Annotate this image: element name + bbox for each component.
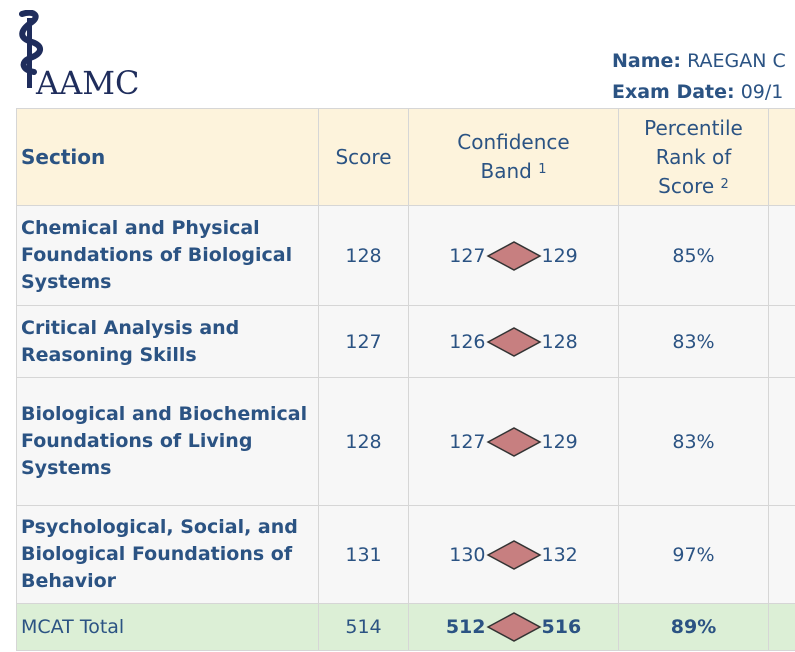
table-row: Chemical and Physical Foundations of Bio… xyxy=(16,205,795,306)
total-confidence-band: 512 516 xyxy=(408,603,619,651)
band-low: 512 xyxy=(445,616,486,638)
score-table: Section Score Confidence Band 1 Percenti… xyxy=(16,108,795,651)
table-row: Psychological, Social, and Biological Fo… xyxy=(16,505,795,604)
name-line: Name: RAEGAN C xyxy=(612,46,786,77)
band-diamond-icon xyxy=(485,326,542,357)
band-low: 126 xyxy=(449,330,486,353)
student-info: Name: RAEGAN C Exam Date: 09/1 xyxy=(612,46,786,108)
percentile-value: 85% xyxy=(618,205,769,306)
table-row: Critical Analysis and Reasoning Skills 1… xyxy=(16,305,795,378)
percentile-value: 83% xyxy=(618,305,769,378)
total-row: MCAT Total 514 512 516 89% xyxy=(16,603,795,651)
band-label-1: Confidence xyxy=(457,130,570,154)
confidence-band: 126 128 xyxy=(408,305,619,378)
band-high: 132 xyxy=(541,543,578,566)
confidence-band: 127 129 xyxy=(408,377,619,506)
header-percentile: Percentile Rank of Score 2 xyxy=(618,108,769,206)
header-extra xyxy=(768,108,795,206)
band-diamond-icon xyxy=(485,612,542,642)
percentile-value: 97% xyxy=(618,505,769,604)
confidence-band: 127 129 xyxy=(408,205,619,306)
band-high: 129 xyxy=(541,244,578,267)
band-low: 127 xyxy=(449,244,486,267)
pct-label-3: Score xyxy=(658,173,715,198)
band-diamond-icon xyxy=(485,426,542,457)
band-high: 516 xyxy=(541,616,582,638)
score-value: 131 xyxy=(318,505,409,604)
name-label: Name: xyxy=(612,50,682,72)
total-label: MCAT Total xyxy=(16,603,319,651)
name-value: RAEGAN C xyxy=(687,50,786,72)
extra-cell xyxy=(768,505,795,604)
header-score: Score xyxy=(318,108,409,206)
exam-date-value: 09/1 xyxy=(740,81,784,103)
band-high: 129 xyxy=(541,430,578,453)
band-diamond-icon xyxy=(485,539,542,570)
band-diamond-icon xyxy=(485,240,542,271)
band-low: 127 xyxy=(449,430,486,453)
table-row: Biological and Biochemical Foundations o… xyxy=(16,377,795,506)
section-name: Psychological, Social, and Biological Fo… xyxy=(16,505,319,604)
header-section: Section xyxy=(16,108,319,206)
band-low: 130 xyxy=(449,543,486,566)
pct-label-1: Percentile xyxy=(644,115,743,140)
band-footnote: 1 xyxy=(538,162,547,177)
header-confidence-band: Confidence Band 1 xyxy=(408,108,619,206)
band-label-2: Band xyxy=(480,159,532,183)
extra-cell xyxy=(768,305,795,378)
pct-footnote: 2 xyxy=(720,176,729,192)
total-percentile: 89% xyxy=(618,603,769,651)
section-name: Critical Analysis and Reasoning Skills xyxy=(16,305,319,378)
score-value: 128 xyxy=(318,205,409,306)
percentile-value: 83% xyxy=(618,377,769,506)
extra-cell xyxy=(768,377,795,506)
section-name: Chemical and Physical Foundations of Bio… xyxy=(16,205,319,306)
extra-cell xyxy=(768,205,795,306)
score-value: 127 xyxy=(318,305,409,378)
exam-date-label: Exam Date: xyxy=(612,81,735,103)
caduceus-icon xyxy=(19,10,43,88)
extra-cell xyxy=(768,603,795,651)
exam-date-line: Exam Date: 09/1 xyxy=(612,77,786,108)
band-high: 128 xyxy=(541,330,578,353)
confidence-band: 130 132 xyxy=(408,505,619,604)
section-name: Biological and Biochemical Foundations o… xyxy=(16,377,319,506)
aamc-logo: AAMC xyxy=(14,10,144,102)
table-header-row: Section Score Confidence Band 1 Percenti… xyxy=(16,108,795,206)
score-value: 128 xyxy=(318,377,409,506)
total-score: 514 xyxy=(318,603,409,651)
pct-label-2: Rank of xyxy=(655,144,732,169)
logo-text: AAMC xyxy=(36,64,140,102)
